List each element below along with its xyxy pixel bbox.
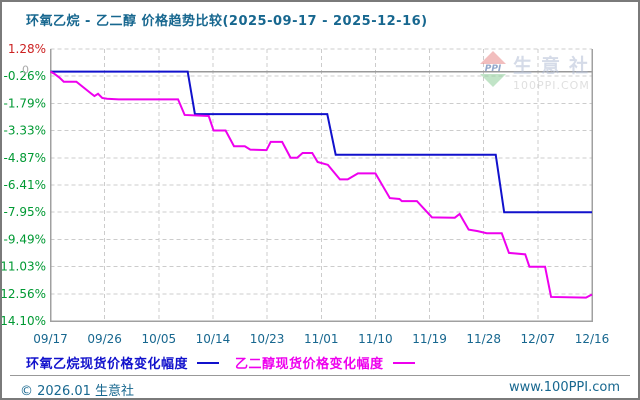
svg-text:10/05: 10/05: [142, 332, 177, 346]
plot-frame: [49, 49, 593, 322]
svg-text:-11.03%: -11.03%: [2, 260, 46, 274]
footer-divider: [10, 375, 630, 376]
legend-line-eo: [197, 361, 220, 364]
chart-title: 环氧乙烷 - 乙二醇 价格趋势比较(2025-09-17 - 2025-12-1…: [26, 14, 428, 29]
svg-text:-4.87%: -4.87%: [4, 151, 46, 165]
ppi-logo-icon: PPI: [479, 51, 507, 87]
footer: © 2026.01 生意社 www.100PPI.com: [20, 380, 620, 399]
svg-text:09/26: 09/26: [87, 332, 122, 346]
svg-text:-9.49%: -9.49%: [4, 232, 46, 246]
svg-text:11/10: 11/10: [358, 332, 393, 346]
legend-line-meg: [392, 361, 415, 364]
zero-label: 0: [22, 64, 29, 77]
svg-text:-7.95%: -7.95%: [4, 205, 46, 219]
svg-text:12/07: 12/07: [521, 332, 556, 346]
svg-text:-0.26%: -0.26%: [4, 69, 46, 83]
legend-label-meg: 乙二醇现货价格变化幅度: [235, 357, 384, 372]
watermark-site: 100PPI.COM: [513, 79, 590, 92]
svg-text:-1.79%: -1.79%: [4, 96, 46, 110]
price-trend-chart: 1.28% -0.26% -1.79% -3.33% -4.87% -6.41% -7.95…: [2, 42, 609, 346]
x-axis-labels: 09/17 09/26 10/05 10/14 10/23 11/01 11/10 11/19…: [33, 332, 609, 346]
watermark-brand: 生意社: [513, 55, 598, 77]
watermark: PPI 生意社 100PPI.COM: [479, 51, 597, 92]
meg-series-line: [50, 70, 593, 299]
svg-text:10/23: 10/23: [250, 332, 285, 346]
svg-text:12/16: 12/16: [575, 332, 610, 346]
site-url-text: www.100PPI.com: [508, 380, 620, 395]
svg-text:-12.56%: -12.56%: [2, 287, 46, 301]
legend-label-eo: 环氧乙烷现货价格变化幅度: [26, 357, 189, 372]
svg-text:11/19: 11/19: [412, 332, 447, 346]
svg-text:10/14: 10/14: [196, 332, 231, 346]
svg-text:-14.10%: -14.10%: [2, 314, 46, 328]
eo-series-line: [50, 70, 592, 214]
logo-ppi-text: PPI: [484, 64, 502, 74]
svg-text:1.28%: 1.28%: [8, 42, 46, 56]
chart-legend: 环氧乙烷现货价格变化幅度 乙二醇现货价格变化幅度: [26, 353, 431, 372]
svg-text:-3.33%: -3.33%: [4, 124, 46, 138]
svg-text:09/17: 09/17: [33, 332, 68, 346]
logo-triangle-up: [480, 51, 506, 64]
copyright-text: © 2026.01 生意社: [20, 384, 135, 399]
logo-triangle-down: [480, 74, 506, 87]
watermark-text: 生意社 100PPI.COM: [513, 51, 597, 92]
svg-text:11/01: 11/01: [304, 332, 339, 346]
y-axis-labels: 1.28% -0.26% -1.79% -3.33% -4.87% -6.41% -7.95…: [2, 42, 46, 328]
svg-text:11/28: 11/28: [466, 332, 501, 346]
svg-text:-6.41%: -6.41%: [4, 178, 46, 192]
